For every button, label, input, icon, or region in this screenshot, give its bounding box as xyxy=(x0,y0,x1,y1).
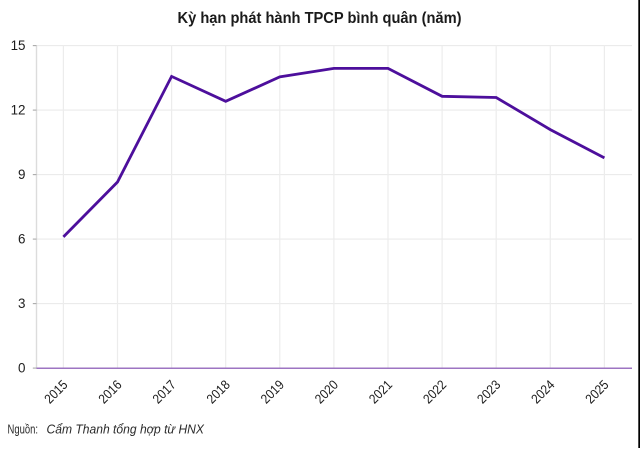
svg-text:9: 9 xyxy=(18,167,25,182)
svg-text:Nguồn:: Nguồn: xyxy=(8,421,39,436)
svg-text:12: 12 xyxy=(11,103,26,118)
svg-text:15: 15 xyxy=(11,38,26,53)
svg-text:0: 0 xyxy=(18,361,25,376)
svg-text:Kỳ hạn phát hành TPCP bình quâ: Kỳ hạn phát hành TPCP bình quân (năm) xyxy=(178,10,462,27)
svg-text:6: 6 xyxy=(18,232,25,247)
svg-text:Cẩm Thanh tổng hợp từ HNX: Cẩm Thanh tổng hợp từ HNX xyxy=(47,421,205,436)
svg-text:3: 3 xyxy=(18,296,25,311)
